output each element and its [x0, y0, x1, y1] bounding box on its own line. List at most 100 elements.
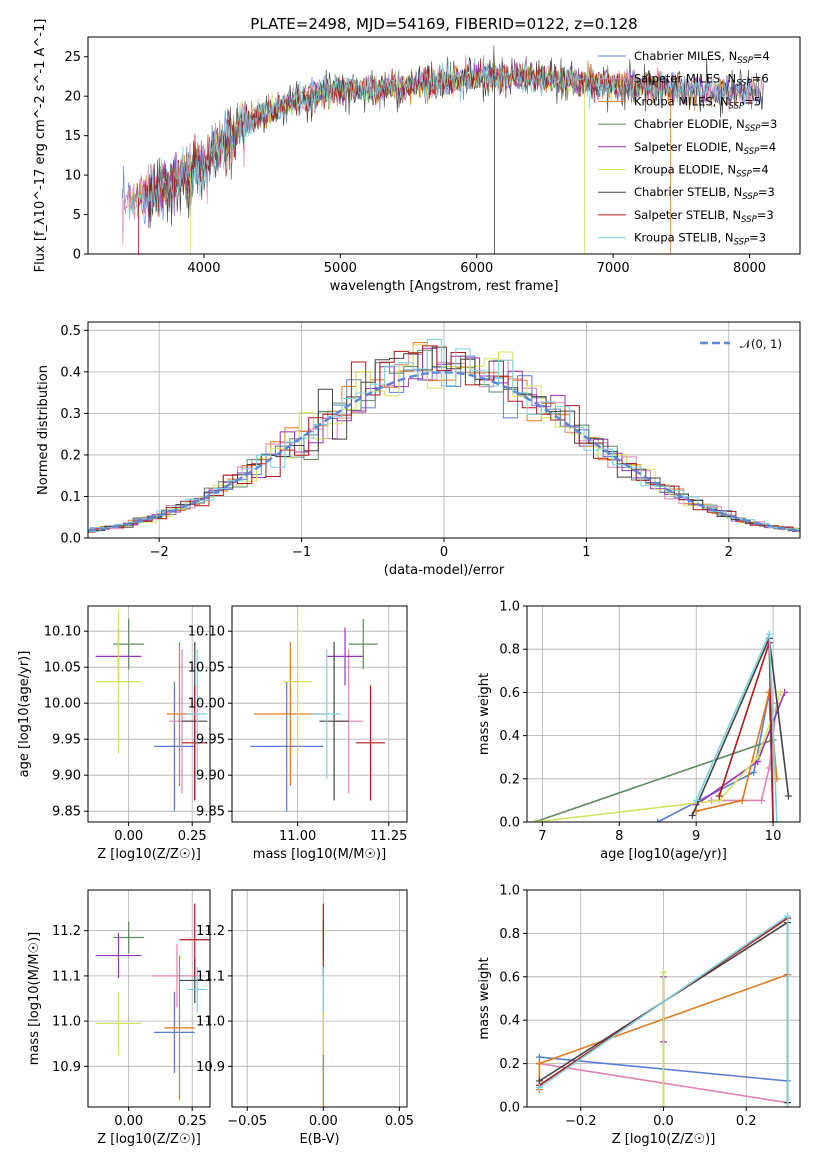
- y-axis-label: mass weight: [477, 673, 492, 755]
- y-tick-label: 11.2: [196, 924, 225, 939]
- y-tick-label: 10: [64, 169, 81, 184]
- mass-weight-marker: [535, 1060, 543, 1068]
- y-tick-label: 9.90: [52, 769, 81, 784]
- mass-weight-marker: [750, 768, 758, 776]
- y-tick-label: 0.4: [60, 365, 81, 380]
- histogram-series: [88, 345, 800, 533]
- y-tick-label: 10.9: [52, 1060, 81, 1075]
- x-axis-label: E(B-V): [299, 1132, 339, 1147]
- x-tick-label: 8000: [733, 261, 766, 276]
- y-axis-label: mass weight: [477, 957, 492, 1039]
- legend-entry: Salpeter STELIB, NSSP=3: [634, 208, 774, 225]
- axes-frame: [231, 889, 408, 1108]
- y-tick-label: 10.00: [188, 697, 225, 712]
- axes-frame: [231, 605, 408, 823]
- normal-curve: [88, 371, 800, 532]
- axes-frame: [87, 889, 211, 1108]
- mass-weight-marker: [715, 792, 723, 800]
- x-tick-label: 9: [692, 829, 700, 844]
- y-tick-label: 0.6: [499, 970, 520, 985]
- y-tick-label: 5: [73, 208, 81, 223]
- x-axis-label: Z [log10(Z/Z☉)]: [97, 1132, 201, 1147]
- y-tick-label: 0: [73, 248, 81, 263]
- x-tick-label: 0.00: [309, 1114, 338, 1129]
- y-tick-label: 11.2: [52, 924, 81, 939]
- x-tick-label: 10: [765, 829, 782, 844]
- x-tick-label: 4000: [187, 261, 220, 276]
- axes-frame: [87, 605, 211, 823]
- x-axis-label: (data-model)/error: [384, 563, 505, 578]
- x-tick-label: 7000: [597, 261, 630, 276]
- x-tick-label: 0.05: [385, 1114, 414, 1129]
- y-tick-label: 10.00: [44, 697, 81, 712]
- axes-frame: [526, 605, 801, 823]
- y-tick-label: 0.5: [60, 324, 81, 339]
- spectrum-series-line: [128, 57, 750, 220]
- mass-weight-series-line: [534, 692, 782, 822]
- x-tick-label: 11.25: [370, 829, 407, 844]
- mass-weight-series-line: [718, 642, 774, 822]
- legend-entry: Kroupa ELODIE, NSSP=4: [634, 163, 769, 180]
- y-tick-label: 15: [64, 129, 81, 144]
- y-tick-label: 0.2: [60, 448, 81, 463]
- y-tick-label: 0.2: [499, 1057, 520, 1072]
- y-tick-label: 25: [64, 50, 81, 65]
- y-tick-label: 9.85: [196, 805, 225, 820]
- y-tick-label: 9.85: [52, 805, 81, 820]
- x-axis-label: Z [log10(Z/Z☉)]: [97, 847, 201, 862]
- legend-entry: Chabrier STELIB, NSSP=3: [634, 185, 775, 202]
- x-tick-label: 1: [582, 545, 590, 560]
- x-tick-label: 5000: [324, 261, 357, 276]
- legend-entry: Chabrier ELODIE, NSSP=3: [634, 117, 777, 134]
- y-tick-label: 0.8: [499, 643, 520, 658]
- mass-weight-marker: [773, 818, 781, 822]
- mass-weight-marker: [738, 796, 746, 804]
- x-tick-label: 11.00: [279, 829, 316, 844]
- legend-entry: Salpeter MILES, NSSP=6: [634, 72, 769, 89]
- mass-weight-marker: [784, 912, 792, 920]
- mass-weight-marker: [784, 792, 792, 800]
- y-tick-label: 10.9: [196, 1060, 225, 1075]
- x-axis-label: mass [log10(M/M☉)]: [253, 847, 386, 862]
- mass-weight-marker: [688, 812, 696, 820]
- y-tick-label: 0.1: [60, 490, 81, 505]
- x-tick-label: 0.25: [178, 829, 207, 844]
- mass-weight-marker: [777, 688, 785, 696]
- mass-weight-marker: [535, 1083, 543, 1091]
- y-tick-label: 0.8: [499, 927, 520, 942]
- legend-entry: Kroupa MILES, NSSP=5: [634, 94, 761, 111]
- y-tick-label: 0.3: [60, 407, 81, 422]
- y-tick-label: 11.0: [196, 1015, 225, 1030]
- y-tick-label: 0.6: [499, 686, 520, 701]
- mass-weight-marker: [660, 1103, 667, 1107]
- y-tick-label: 10.05: [188, 661, 225, 676]
- mass-weight-marker: [692, 796, 700, 804]
- x-tick-label: 0.0: [653, 1114, 674, 1129]
- y-tick-label: 1.0: [499, 884, 520, 899]
- mass-weight-marker: [765, 630, 773, 638]
- y-axis-label: Flux [f_λ10^-17 erg cm^-2 s^-1 A^-1]: [33, 19, 48, 273]
- x-tick-label: 0.2: [736, 1114, 757, 1129]
- histogram-series: [88, 355, 800, 532]
- legend-entry: Kroupa STELIB, NSSP=3: [634, 231, 766, 248]
- mass-weight-marker: [784, 1103, 792, 1107]
- y-tick-label: 10.10: [44, 625, 81, 640]
- mass-weight-marker: [660, 968, 667, 976]
- mass-weight-series-line: [695, 633, 778, 822]
- y-axis-label: mass [log10(M/M☉)]: [27, 932, 42, 1065]
- x-tick-label: −0.05: [227, 1114, 267, 1129]
- axes-frame: [87, 36, 801, 255]
- x-tick-label: 2: [725, 545, 733, 560]
- x-tick-label: 0.00: [114, 1114, 143, 1129]
- x-tick-label: 0.00: [114, 829, 143, 844]
- x-tick-label: 0.25: [178, 1114, 207, 1129]
- y-tick-label: 11.1: [196, 969, 225, 984]
- mass-weight-marker: [654, 818, 662, 822]
- y-tick-label: 11.0: [52, 1015, 81, 1030]
- y-tick-label: 0.0: [499, 1101, 520, 1116]
- x-axis-label: wavelength [Angstrom, rest frame]: [330, 279, 559, 294]
- y-tick-label: 9.95: [52, 733, 81, 748]
- legend-entry: Chabrier MILES, NSSP=4: [634, 49, 770, 66]
- y-axis-label: age [log10(age/yr)]: [17, 651, 32, 778]
